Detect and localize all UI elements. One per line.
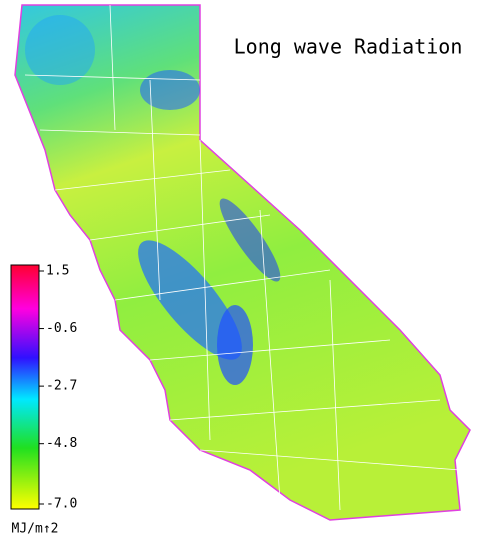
valley-shade <box>138 240 242 360</box>
colorbar-tick-label: 1.5 <box>46 264 69 279</box>
colorbar-tick-label: -2.7 <box>46 379 77 394</box>
county-lines <box>24 4 461 511</box>
colorbar-tick-label: -4.8 <box>46 436 77 451</box>
colorbar <box>10 264 40 510</box>
mountain-shade <box>140 70 200 110</box>
colorbar-tick-label: -7.0 <box>46 497 77 512</box>
colorbar-tick-label: -0.6 <box>46 321 77 336</box>
sierra-shade <box>219 198 281 282</box>
california-map <box>14 4 471 521</box>
coast-shade <box>25 15 95 85</box>
map-title: Long wave Radiation <box>234 35 463 59</box>
colorbar-unit: MJ/m↑2 <box>12 522 59 537</box>
state-shape <box>14 4 471 521</box>
valley-shade <box>217 305 253 385</box>
